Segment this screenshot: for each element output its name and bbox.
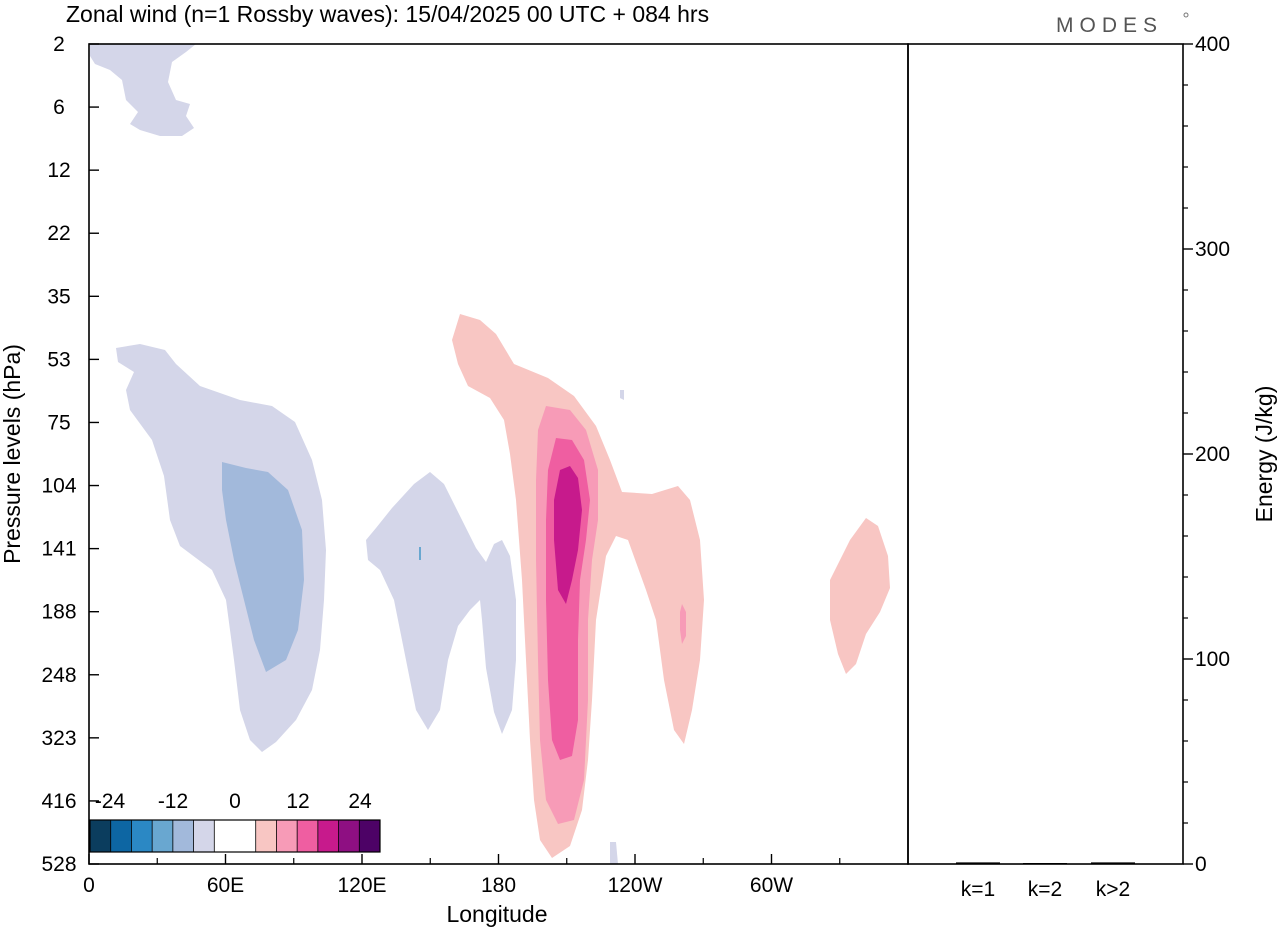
colorbar-label: 24 xyxy=(348,790,372,813)
x-tick-label: 120E xyxy=(337,874,386,897)
y-tick-label: 2 xyxy=(53,33,65,56)
contour-neg-bottom xyxy=(610,842,618,864)
energy-tick-label: 300 xyxy=(1195,238,1230,261)
y-tick-label: 323 xyxy=(41,727,76,750)
colorbar-cell xyxy=(193,820,215,852)
y-tick-label: 53 xyxy=(47,348,70,371)
colorbar-label: -24 xyxy=(95,790,126,813)
colorbar-cell xyxy=(297,820,319,852)
longitude-axis: 0 60E 120E 180 120W 60W xyxy=(83,854,841,897)
energy-tick-label: 100 xyxy=(1195,648,1230,671)
x-tick-label: 60E xyxy=(207,874,244,897)
y-tick-label: 75 xyxy=(47,411,70,434)
energy-categories: k=1 k=2 k>2 xyxy=(961,878,1130,901)
x-tick-label: 120W xyxy=(608,874,663,897)
colorbar-label: 12 xyxy=(286,790,309,813)
contour-neg-left-inner xyxy=(222,462,304,672)
y-tick-label: 35 xyxy=(47,285,70,308)
energy-plot-frame xyxy=(907,43,1184,865)
contour-neg-speck-2 xyxy=(620,390,624,400)
contour-neg-upper-left xyxy=(90,44,196,136)
y-tick-label: 141 xyxy=(41,538,76,561)
energy-axis: 0 100 200 300 400 xyxy=(1183,33,1230,876)
energy-bar xyxy=(956,862,1000,864)
modes-logo: MODES xyxy=(1056,14,1163,37)
y-tick-label: 528 xyxy=(41,853,76,876)
colorbar-cell xyxy=(152,820,174,852)
contour-pos-18-24 xyxy=(554,466,582,604)
colorbar-cell xyxy=(172,820,194,852)
energy-tick-label: 0 xyxy=(1195,853,1207,876)
x-axis-label: Longitude xyxy=(446,901,547,927)
x-tick-label: 60W xyxy=(750,874,793,897)
contour-neg-speck xyxy=(419,547,421,560)
y-tick-label: 6 xyxy=(53,96,65,119)
y-tick-label: 104 xyxy=(41,475,76,498)
colorbar-label: 0 xyxy=(229,790,241,813)
pressure-axis: 2 6 12 22 35 53 75 104 141 188 248 323 416 528 xyxy=(41,33,99,876)
energy-axis-label: Energy (J/kg) xyxy=(1251,386,1277,523)
energy-bar xyxy=(1091,862,1135,864)
energy-bar xyxy=(1023,863,1067,864)
colorbar-cell xyxy=(110,820,132,852)
x-tick-label: 180 xyxy=(481,874,516,897)
colorbar-frame xyxy=(89,819,381,853)
energy-tick-label: 400 xyxy=(1195,33,1230,56)
y-tick-label: 416 xyxy=(41,790,76,813)
contour-pos-speck xyxy=(680,604,686,644)
chart-title: Zonal wind (n=1 Rossby waves): 15/04/202… xyxy=(66,1,709,27)
energy-category-label: k>2 xyxy=(1096,878,1130,901)
colorbar-cell xyxy=(235,820,257,852)
colorbar-cell xyxy=(317,820,339,852)
energy-category-label: k=2 xyxy=(1028,878,1062,901)
colorbar-cell xyxy=(359,820,381,852)
contour-pos-right xyxy=(830,518,890,674)
energy-category-label: k=1 xyxy=(961,878,995,901)
contour-neg-middle xyxy=(366,472,516,734)
y-tick-label: 12 xyxy=(47,159,70,182)
y-tick-label: 188 xyxy=(41,601,76,624)
y-axis-label: Pressure levels (hPa) xyxy=(0,344,25,564)
colorbar: -24 -12 0 12 24 xyxy=(89,790,381,853)
y-tick-label: 248 xyxy=(41,664,76,687)
energy-tick-label: 200 xyxy=(1195,443,1230,466)
contour-fills xyxy=(90,44,890,864)
colorbar-label: -12 xyxy=(158,790,188,813)
energy-bars xyxy=(956,862,1135,864)
colorbar-cell xyxy=(131,820,153,852)
x-tick-label: 0 xyxy=(83,874,95,897)
colorbar-cell xyxy=(276,820,298,852)
colorbar-cell xyxy=(214,820,236,852)
colorbar-cell xyxy=(90,820,112,852)
logo-mark-icon xyxy=(1183,12,1189,18)
y-tick-label: 22 xyxy=(47,222,70,245)
colorbar-cell xyxy=(255,820,277,852)
colorbar-cell xyxy=(338,820,360,852)
